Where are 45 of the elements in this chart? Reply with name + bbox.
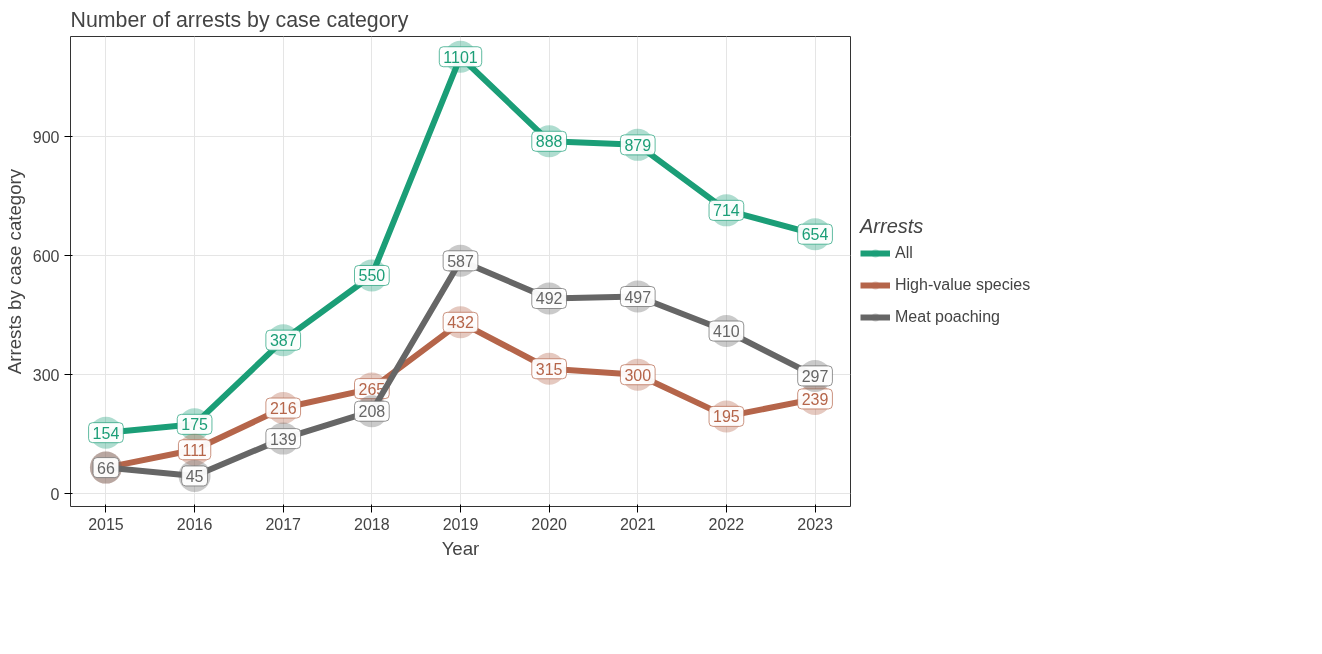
- legend-label: High-value species: [895, 276, 1031, 294]
- legend-label: All: [895, 244, 914, 262]
- data-label: 497: [624, 288, 652, 306]
- legend-label: Meat poaching: [895, 308, 1000, 326]
- x-tick-label: 2022: [708, 515, 745, 533]
- data-label: 879: [624, 136, 652, 154]
- data-label: 66: [97, 459, 115, 477]
- data-label: 208: [358, 403, 386, 421]
- x-tick-label: 2023: [797, 515, 833, 533]
- data-label: 139: [269, 430, 297, 448]
- y-tick-label: 0: [50, 485, 60, 503]
- data-label: 587: [447, 252, 474, 270]
- y-tick-label: 300: [32, 366, 60, 384]
- data-label: 45: [185, 467, 204, 485]
- x-tick-label: 2015: [88, 515, 124, 533]
- data-label: 550: [358, 267, 386, 285]
- x-tick-label: 2016: [176, 515, 213, 533]
- data-label: 154: [92, 424, 120, 442]
- x-axis-title: Year: [441, 537, 480, 559]
- data-label: 1101: [443, 48, 478, 66]
- x-tick-label: 2017: [265, 515, 302, 533]
- data-label: 300: [624, 366, 652, 384]
- data-label: 239: [801, 390, 829, 408]
- data-label: 387: [269, 332, 297, 350]
- data-label: 111: [182, 441, 207, 459]
- y-tick-label: 900: [32, 128, 60, 146]
- data-label: 714: [713, 202, 740, 220]
- y-tick-label: 600: [32, 247, 60, 265]
- data-label: 432: [447, 314, 474, 332]
- data-label: 195: [713, 408, 740, 426]
- x-tick-label: 2019: [442, 515, 479, 533]
- data-label: 315: [535, 360, 563, 378]
- data-label: 492: [535, 290, 563, 308]
- x-tick-label: 2018: [354, 515, 390, 533]
- data-label: 297: [801, 367, 829, 385]
- data-label: 654: [801, 226, 829, 244]
- data-label: 175: [181, 416, 209, 434]
- x-tick-label: 2021: [619, 515, 656, 533]
- y-axis-title: Arrests by case category: [3, 168, 25, 375]
- data-label: 888: [535, 133, 563, 151]
- data-label: 216: [269, 400, 297, 418]
- legend-title: Arrests: [860, 215, 925, 238]
- chart-title: Number of arrests by case category: [70, 7, 409, 32]
- data-label: 410: [713, 323, 740, 341]
- x-tick-label: 2020: [531, 515, 568, 533]
